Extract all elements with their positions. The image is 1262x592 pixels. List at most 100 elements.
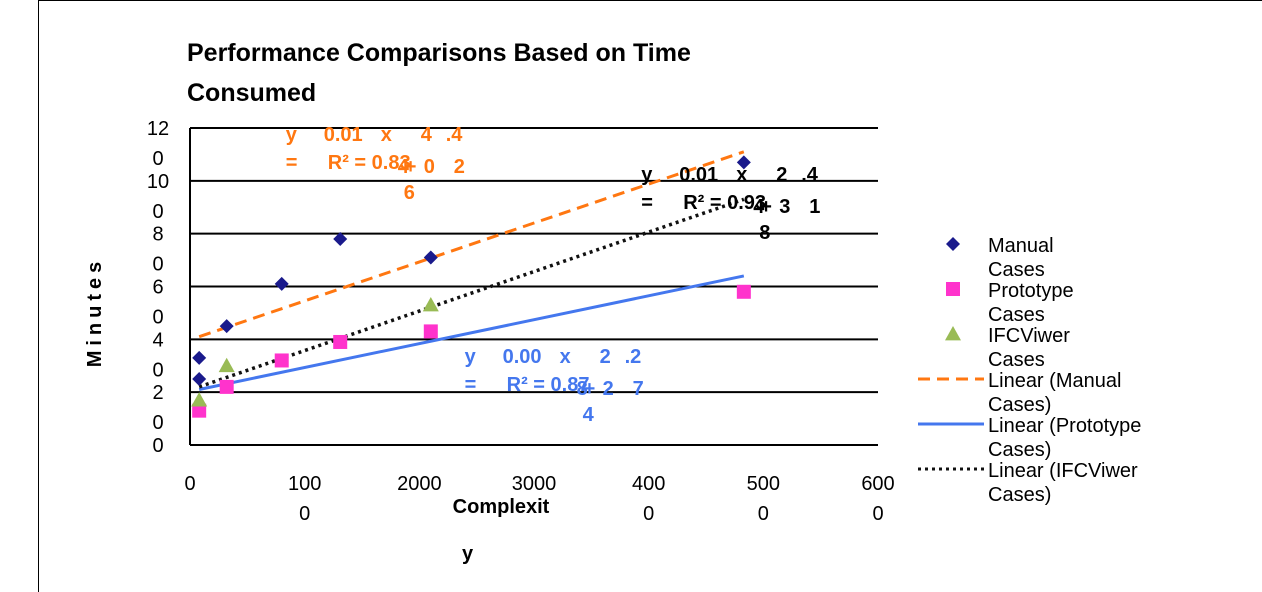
equation-2-bot-0: 4 bbox=[583, 404, 595, 426]
x-tick-label-2-0: 2000 bbox=[397, 473, 442, 495]
y-tick-label-4-0: 8 bbox=[152, 224, 163, 246]
x-tick-label-5-1: 0 bbox=[758, 503, 769, 525]
y-axis-label: Minutes bbox=[84, 257, 106, 368]
point-0-3 bbox=[274, 276, 289, 291]
point-2-2 bbox=[422, 296, 439, 312]
equation-2-top-2: x bbox=[560, 346, 571, 368]
y-tick-label-3-0: 6 bbox=[152, 277, 163, 299]
x-tick-label-6-1: 0 bbox=[872, 503, 883, 525]
equation-1-top-0: y bbox=[641, 164, 653, 186]
x-tick-label-0-0: 0 bbox=[184, 473, 195, 495]
x-tick-label-4-0: 400 bbox=[632, 473, 665, 495]
point-1-5 bbox=[736, 284, 751, 299]
legend-label-3-0: Linear (Manual bbox=[988, 370, 1121, 392]
trendlines bbox=[198, 150, 745, 391]
equation-1-mid-0: = bbox=[641, 192, 653, 214]
equation-1-top-4: .4 bbox=[801, 164, 819, 186]
equation-1-mid-5: 1 bbox=[809, 196, 820, 218]
legend-label-2-0: IFCViwer bbox=[988, 325, 1070, 347]
x-tick-label-6-0: 600 bbox=[861, 473, 894, 495]
equation-0-top-3: 4 bbox=[421, 124, 433, 146]
y-tick-label-6-1: 0 bbox=[152, 148, 163, 170]
y-tick-label-1-0: 2 bbox=[152, 382, 163, 404]
x-tick-label-5-0: 500 bbox=[747, 473, 780, 495]
grid bbox=[189, 127, 878, 446]
y-tick-label-1-1: 0 bbox=[152, 412, 163, 434]
legend-label-1-0: Prototype bbox=[988, 280, 1074, 302]
equation-2-mid-0: = bbox=[465, 374, 477, 396]
equation-0-top-0: y bbox=[286, 124, 298, 146]
y-tick-label-4-1: 0 bbox=[152, 254, 163, 276]
chart-frame bbox=[38, 0, 1262, 592]
equation-0-top-4: .4 bbox=[446, 124, 464, 146]
equation-0-mid-3: + bbox=[405, 156, 417, 178]
legend-label-4-0: Linear (Prototype bbox=[988, 415, 1141, 437]
legend-marker-1 bbox=[946, 282, 960, 296]
point-0-0 bbox=[192, 350, 207, 365]
equation-2-mid-2: 8 bbox=[577, 378, 588, 400]
point-0-4 bbox=[333, 231, 348, 246]
equation-2-top-1: 0.00 bbox=[503, 346, 542, 368]
y-tick-label-3-1: 0 bbox=[152, 307, 163, 329]
legend-label-3-1: Cases) bbox=[988, 394, 1051, 416]
legend-marker-2 bbox=[945, 326, 961, 341]
equation-0-top-1: 0.01 bbox=[324, 124, 363, 146]
x-tick-label-1-0: 100 bbox=[288, 473, 321, 495]
equation-0-mid-2: 4 bbox=[398, 156, 410, 178]
equation-0-top-2: x bbox=[381, 124, 392, 146]
equation-1-top-3: 2 bbox=[776, 164, 787, 186]
trendline-0 bbox=[198, 150, 745, 339]
trendline-equations: y 0.01 x 4.4= R² = 0.834+ 0 26y 0.01 x 2.4= R² = 0… bbox=[286, 124, 821, 426]
point-1-4 bbox=[423, 324, 438, 339]
equation-0-bot-0: 6 bbox=[404, 182, 415, 204]
equation-0-mid-5: 2 bbox=[454, 156, 465, 178]
y-tick-label-2-1: 0 bbox=[152, 359, 163, 381]
equation-1-top-1: 0.01 bbox=[679, 164, 718, 186]
point-2-1 bbox=[218, 357, 235, 373]
legend: ManualCasesPrototypeCasesIFCViwerCasesLi… bbox=[918, 235, 1141, 506]
legend-label-5-1: Cases) bbox=[988, 484, 1051, 506]
equation-2-mid-5: 7 bbox=[633, 378, 644, 400]
point-0-1 bbox=[192, 371, 207, 386]
equation-2-mid-4: 2 bbox=[603, 378, 614, 400]
equation-2-mid-1: R² = 0.87 bbox=[507, 374, 590, 396]
legend-label-0-1: Cases bbox=[988, 259, 1045, 281]
equation-0-mid-0: = bbox=[286, 152, 298, 174]
point-0-6 bbox=[736, 155, 751, 170]
chart-title-line-1: Performance Comparisons Based on Time bbox=[187, 39, 691, 67]
trendline-2 bbox=[198, 197, 745, 389]
y-tick-label-0-0: 0 bbox=[152, 435, 163, 457]
legend-label-5-0: Linear (IFCViwer bbox=[988, 460, 1138, 482]
point-1-3 bbox=[333, 334, 348, 349]
equation-1-mid-2: 4 bbox=[753, 196, 765, 218]
point-1-2 bbox=[274, 353, 289, 368]
equation-2-top-4: .2 bbox=[625, 346, 642, 368]
x-tick-label-4-1: 0 bbox=[643, 503, 654, 525]
point-1-0 bbox=[192, 403, 207, 418]
equation-2-top-3: 2 bbox=[600, 346, 611, 368]
equation-0-mid-4: 0 bbox=[424, 156, 435, 178]
point-0-5 bbox=[423, 250, 438, 265]
point-0-2 bbox=[219, 319, 234, 334]
equation-0-mid-1: R² = 0.83 bbox=[328, 152, 411, 174]
legend-label-4-1: Cases) bbox=[988, 439, 1051, 461]
x-axis-label-line-1: Complexit bbox=[453, 496, 550, 518]
point-1-1 bbox=[219, 379, 234, 394]
equation-1-mid-1: R² = 0.93 bbox=[683, 192, 766, 214]
point-2-0 bbox=[191, 392, 208, 407]
legend-label-2-1: Cases bbox=[988, 349, 1045, 371]
legend-label-0-0: Manual bbox=[988, 235, 1054, 257]
legend-label-1-1: Cases bbox=[988, 304, 1045, 326]
equation-1-mid-4: 3 bbox=[779, 196, 790, 218]
equation-1-bot-0: 8 bbox=[759, 222, 770, 244]
y-tick-label-5-1: 0 bbox=[152, 201, 163, 223]
y-tick-label-6-0: 12 bbox=[147, 118, 169, 140]
chart-title-line-2: Consumed bbox=[187, 79, 316, 107]
x-tick-label-1-1: 0 bbox=[299, 503, 310, 525]
y-tick-label-5-0: 10 bbox=[147, 171, 169, 193]
equation-2-mid-3: + bbox=[584, 378, 596, 400]
equation-1-top-2: x bbox=[736, 164, 747, 186]
x-axis-label-line-2: y bbox=[462, 543, 474, 565]
